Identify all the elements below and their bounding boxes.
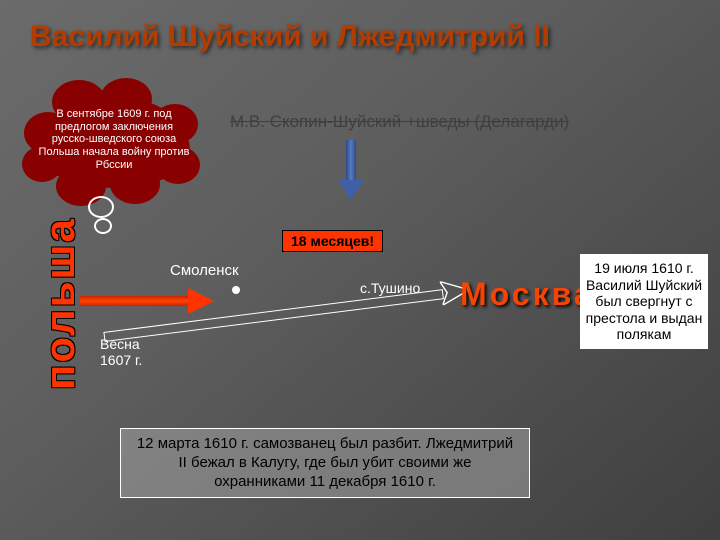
cloud-text: В сентябре 1609 г. под предлогом заключе… xyxy=(28,96,200,171)
top-caption: М.В. Скопин-Шуйский +шведы (Делагарди) xyxy=(230,112,569,132)
poland-label-vertical: польша xyxy=(36,217,84,390)
thought-cloud: В сентябре 1609 г. под предлогом заключе… xyxy=(28,86,200,198)
page-title: Василий Шуйский и Лжедмитрий II xyxy=(30,20,550,54)
right-fact-box: 19 июля 1610 г. Василий Шуйский был свер… xyxy=(580,254,708,349)
bottom-fact-box: 12 марта 1610 г. самозванец был разбит. … xyxy=(120,428,530,498)
spring-1607-label: Весна1607 г. xyxy=(100,336,160,368)
cloud-tail-bubble xyxy=(88,196,114,218)
down-arrow-icon xyxy=(340,140,362,200)
red-arrow-icon xyxy=(80,292,220,310)
moscow-label: Москва xyxy=(460,276,595,313)
cloud-tail-bubble xyxy=(94,218,112,234)
slide-canvas: Василий Шуйский и Лжедмитрий II В сентяб… xyxy=(0,0,720,540)
duration-badge: 18 месяцев! xyxy=(282,230,383,252)
smolensk-label: Смоленск xyxy=(170,262,239,279)
smolensk-dot-icon xyxy=(232,286,240,294)
